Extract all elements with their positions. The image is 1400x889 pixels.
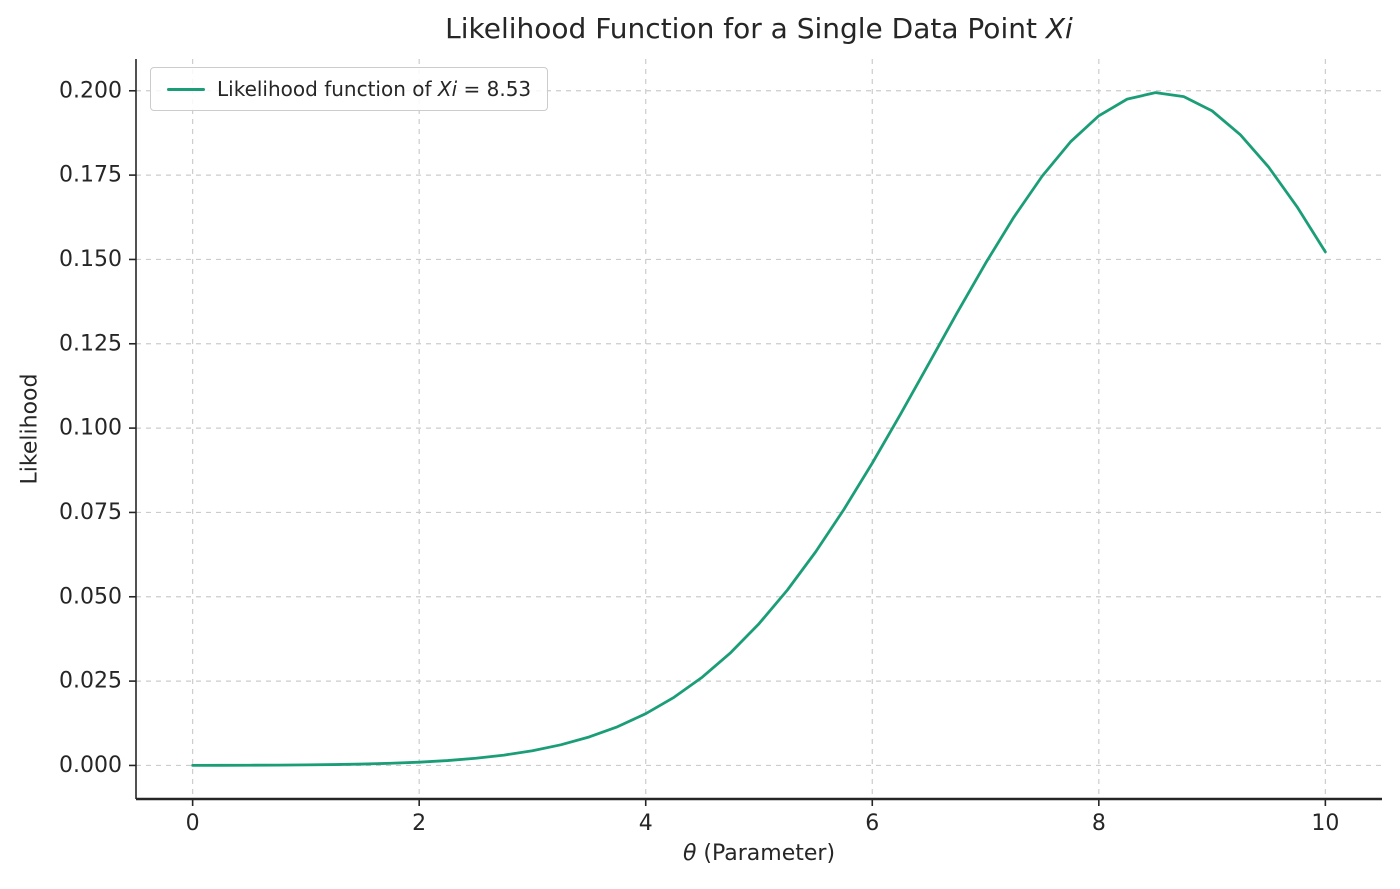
y-tick-label: 0.000 (59, 753, 122, 778)
legend: Likelihood function of Xi = 8.53 (150, 67, 549, 111)
y-tick-label: 0.050 (59, 584, 122, 609)
axes-spines (135, 59, 1382, 801)
x-tick-label: 8 (1092, 811, 1106, 836)
x-tick-label: 4 (639, 811, 653, 836)
y-tick-label: 0.125 (59, 331, 122, 356)
legend-label: Likelihood function of Xi = 8.53 (217, 77, 531, 101)
y-tick-label: 0.150 (59, 247, 122, 272)
x-tick-label: 0 (186, 811, 200, 836)
x-tick-label: 6 (865, 811, 879, 836)
x-axis-label-text: (Parameter) (696, 841, 836, 866)
y-tick-label: 0.175 (59, 163, 122, 188)
x-axis-label-math: θ (682, 841, 697, 866)
series-line (191, 91, 1327, 767)
x-tick-label: 10 (1311, 811, 1339, 836)
y-tick-label: 0.100 (59, 416, 122, 441)
y-tick-label: 0.200 (59, 78, 122, 103)
chart-title-math: Xi (1045, 12, 1073, 45)
gridlines (136, 59, 1382, 799)
x-axis-label: θ (Parameter) (136, 841, 1382, 866)
x-tick-label: 2 (412, 811, 426, 836)
y-tick-label: 0.075 (59, 500, 122, 525)
legend-label-suffix: = 8.53 (457, 77, 532, 101)
legend-line-sample (167, 87, 205, 91)
legend-label-prefix: Likelihood function of (217, 77, 438, 101)
y-tick-label: 0.025 (59, 669, 122, 694)
chart-title-text: Likelihood Function for a Single Data Po… (445, 12, 1046, 45)
axis-ticks: 0 2 4 6 8 10 0.000 0.025 0.050 0.075 0.100 0.125 0.1… (59, 78, 1339, 836)
chart-title: Likelihood Function for a Single Data Po… (136, 12, 1382, 45)
y-axis-label: Likelihood (17, 373, 43, 485)
legend-label-math: Xi (437, 77, 458, 101)
